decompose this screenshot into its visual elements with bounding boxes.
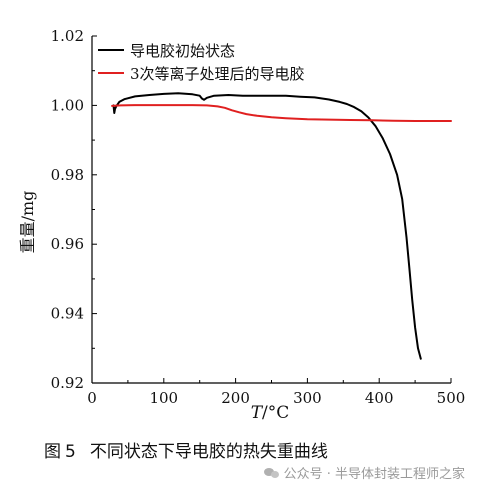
- y-tick-label: 0.94: [51, 305, 84, 323]
- x-tick-label: 400: [365, 389, 394, 407]
- chart-axes: 0 100 200 300 400 500 0.92 0.94 0.96 0.98 1.00 1.02: [51, 27, 466, 407]
- legend-label-2: 3次等离子处理后的导电胶: [130, 65, 305, 83]
- x-tick-label: 500: [437, 389, 466, 407]
- x-axis-label: T/°C: [251, 403, 290, 423]
- watermark-text: 公众号 · 半导体封装工程师之家: [283, 467, 465, 482]
- legend-label-1: 导电胶初始状态: [130, 42, 235, 60]
- figure-caption: 图 5 不同状态下导电胶的热失重曲线: [44, 437, 328, 462]
- series-line-2: [111, 104, 452, 122]
- y-tick-label: 0.96: [51, 235, 84, 253]
- caption-text: 不同状态下导电胶的热失重曲线: [89, 442, 328, 462]
- x-axis-label-symbol: T: [251, 403, 264, 423]
- x-tick-label: 200: [221, 389, 250, 407]
- caption-label: 图: [44, 442, 61, 462]
- chart-legend: 导电胶初始状态 3次等离子处理后的导电胶: [98, 42, 305, 83]
- series-line-1: [112, 92, 422, 360]
- x-tick-label: 100: [149, 389, 178, 407]
- y-tick-label: 1.00: [51, 96, 84, 114]
- y-axis-label: 重量/mg: [18, 191, 37, 254]
- watermark: 公众号 · 半导体封装工程师之家: [263, 463, 465, 482]
- x-axis-label-unit: /°C: [262, 403, 289, 423]
- chart-series: [111, 92, 452, 360]
- caption-number: 5: [65, 442, 76, 462]
- y-tick-label: 1.02: [51, 27, 84, 45]
- tga-chart: 0 100 200 300 400 500 0.92 0.94 0.96 0.98 1.00 1.02…: [18, 27, 466, 423]
- x-tick-label: 300: [293, 389, 322, 407]
- y-tick-label: 0.98: [51, 166, 84, 184]
- y-tick-label: 0.92: [51, 374, 84, 392]
- wechat-icon: [263, 467, 280, 479]
- x-tick-label: 0: [87, 389, 97, 407]
